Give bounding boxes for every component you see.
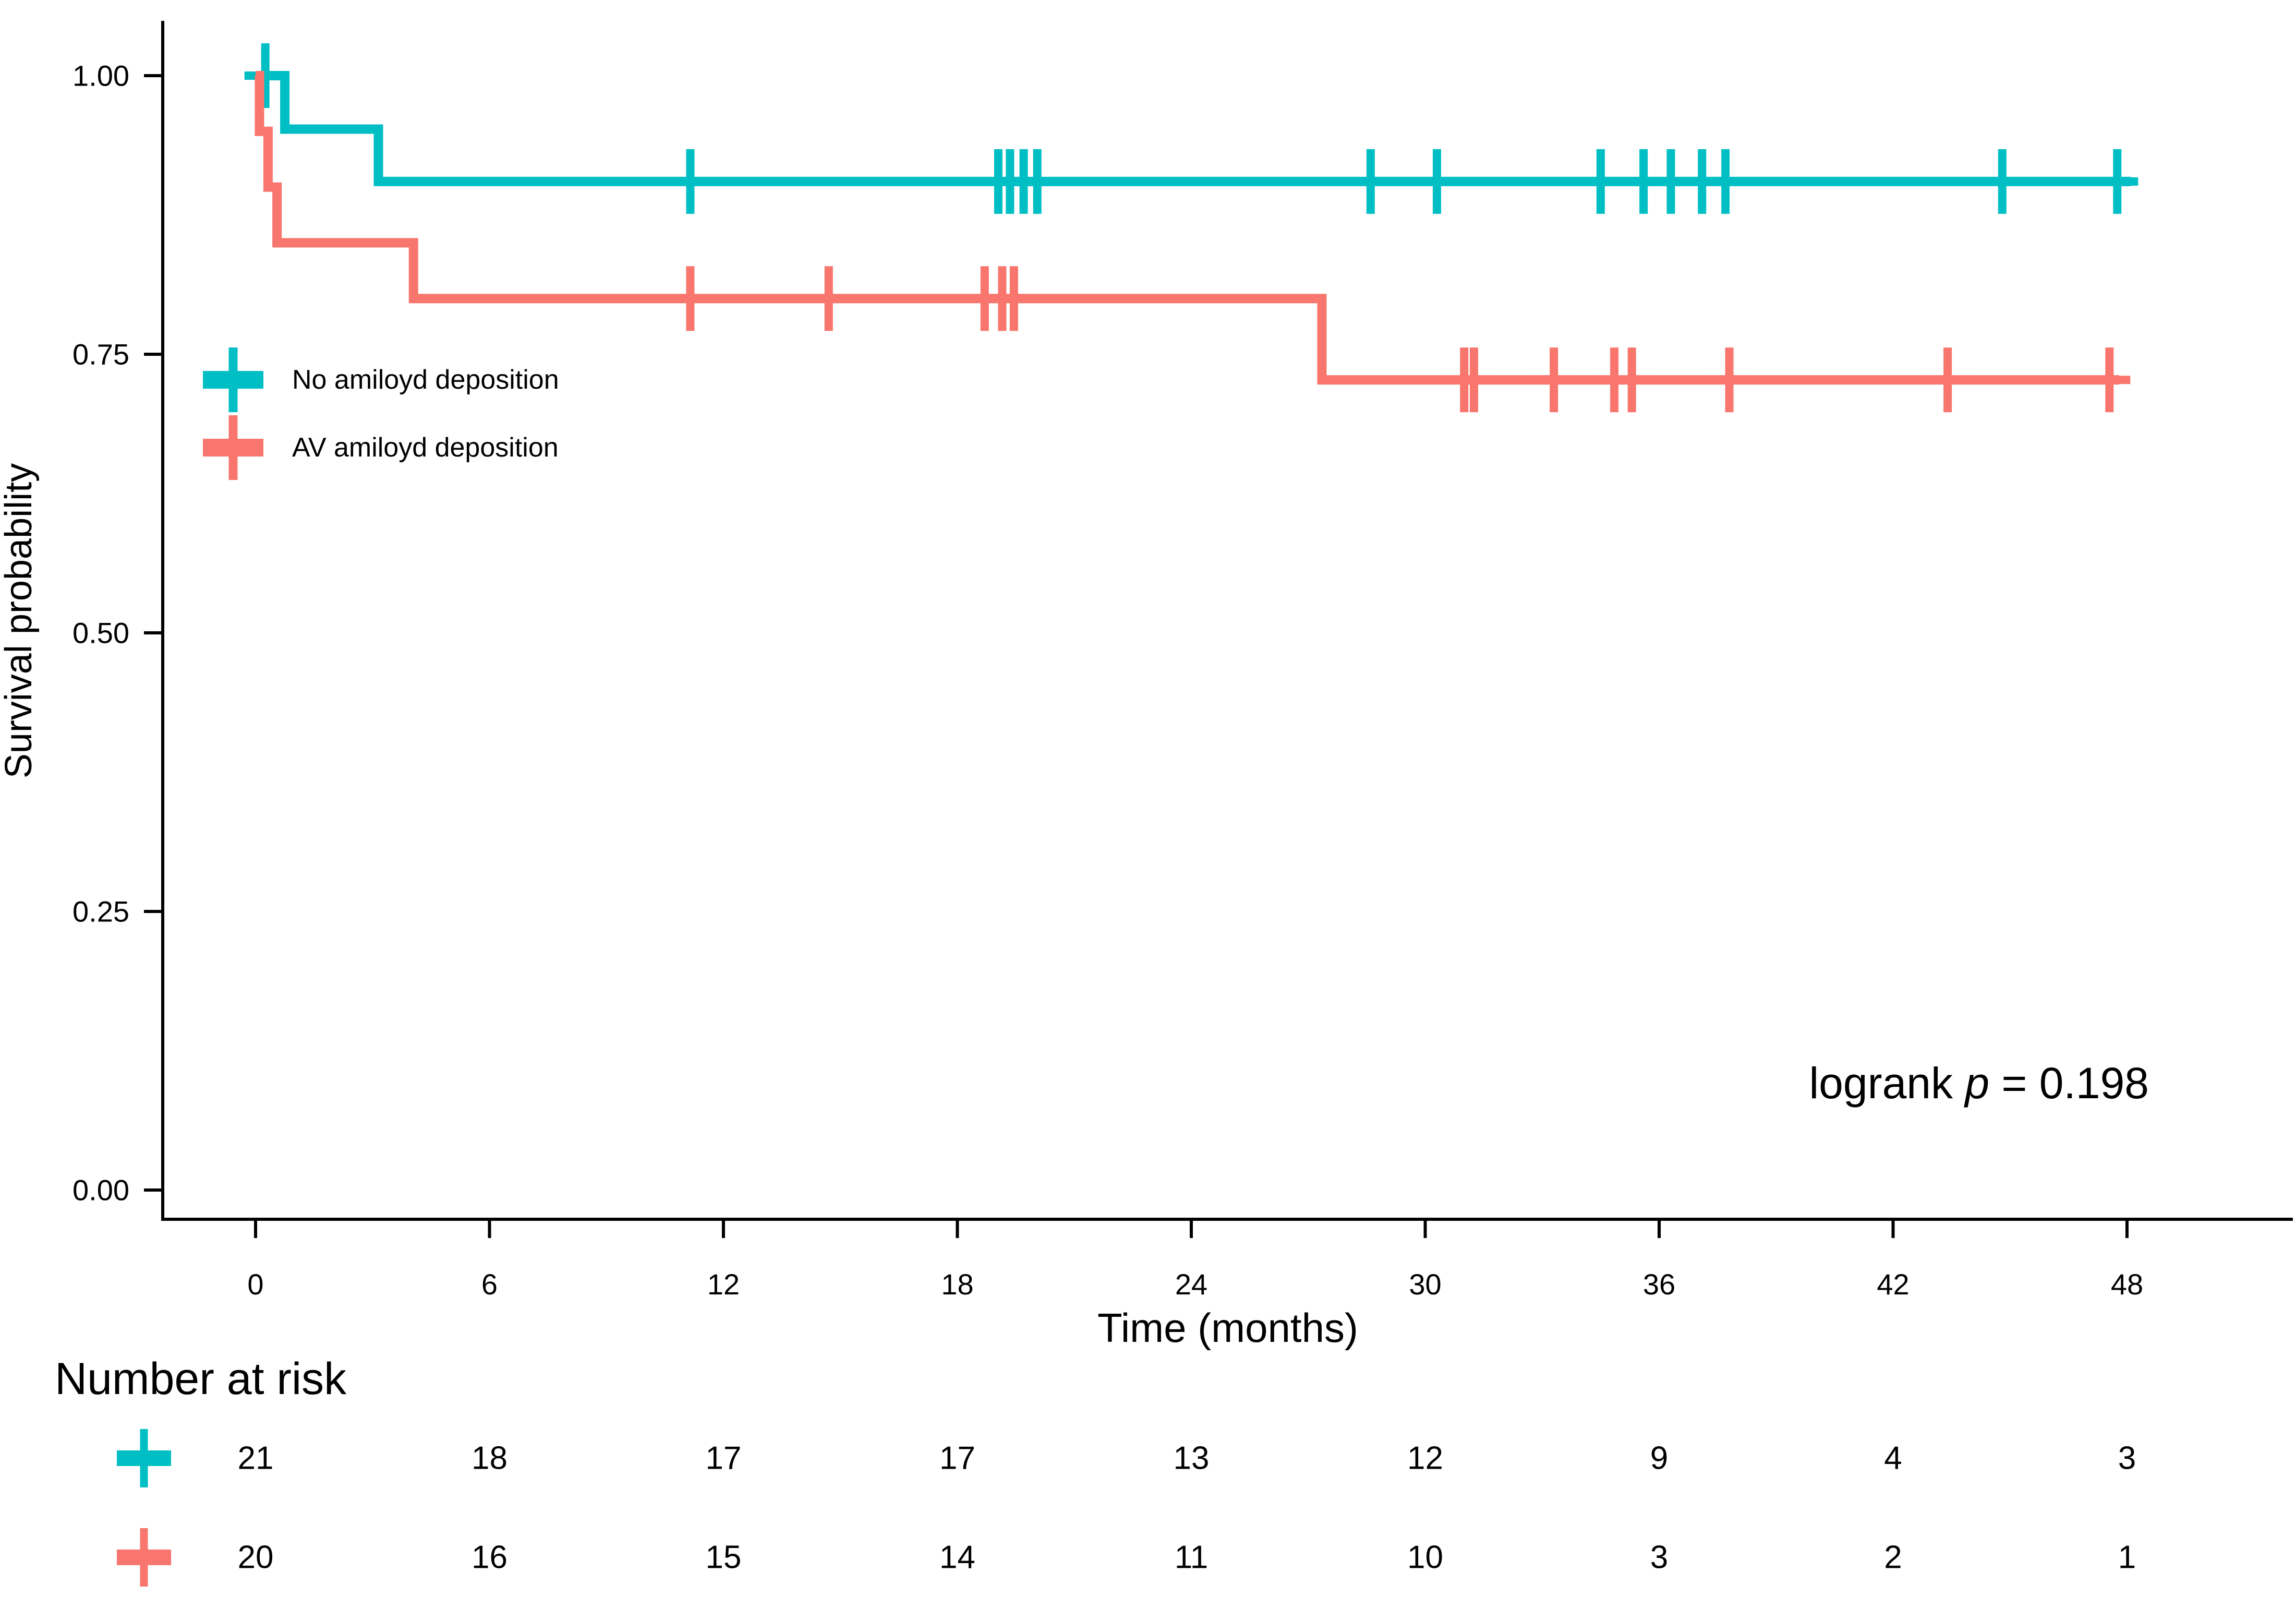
risk-table: 21 18 17 17 13 12 9 4 320 16 15 14 11 10 3 2 1 xyxy=(117,1429,2136,1587)
legend-label: AV amiloyd deposition xyxy=(292,433,559,463)
censor-marks-0 xyxy=(244,43,2138,214)
x-tick-label: 42 xyxy=(1877,1268,1909,1301)
legend-item-0: No amiloyd deposition xyxy=(203,347,559,412)
risk-row-marker xyxy=(117,1528,171,1587)
legend-marker xyxy=(203,415,263,480)
risk-row-0: 21 18 17 17 13 12 9 4 3 xyxy=(117,1429,2136,1487)
censor-mark xyxy=(1416,149,1458,214)
y-tick-label: 0.75 xyxy=(72,338,129,371)
risk-value: 10 xyxy=(1407,1540,1443,1576)
survival-curve-0 xyxy=(256,71,2131,186)
risk-value: 17 xyxy=(706,1440,742,1476)
censor-mark xyxy=(1611,347,1653,413)
risk-value: 11 xyxy=(1175,1540,1208,1576)
risk-value: 9 xyxy=(1650,1440,1668,1476)
censor-mark xyxy=(669,266,711,331)
risk-value: 18 xyxy=(472,1440,507,1476)
risk-value: 21 xyxy=(238,1440,274,1476)
legend-item-1: AV amiloyd deposition xyxy=(203,415,559,480)
logrank-annotation: logrank p = 0.198 xyxy=(1809,1059,2149,1108)
y-tick-label: 0.00 xyxy=(72,1174,129,1207)
censor-mark xyxy=(1927,347,1969,413)
logrank-prefix: logrank xyxy=(1809,1059,1965,1108)
censor-mark xyxy=(1349,149,1392,214)
survival-curves xyxy=(244,43,2138,413)
censor-mark xyxy=(1708,347,1750,413)
y-tick-label: 1.00 xyxy=(72,59,129,92)
axes: 1.00 0.75 0.50 0.25 0.00 0 6 12 18 24 30 36 42 48 xyxy=(72,21,2293,1301)
x-tick-label: 24 xyxy=(1175,1268,1207,1301)
risk-value: 16 xyxy=(472,1540,507,1576)
axis-lines xyxy=(161,21,2293,1221)
y-axis-title: Survival probability xyxy=(0,463,40,778)
risk-row-1: 20 16 15 14 11 10 3 2 1 xyxy=(117,1528,2136,1587)
risk-value: 17 xyxy=(939,1440,975,1476)
risk-value: 13 xyxy=(1174,1440,1210,1476)
logrank-p-symbol: p xyxy=(1963,1059,1989,1108)
censor-mark xyxy=(2096,149,2138,214)
censor-marks-1 xyxy=(669,266,2131,413)
legend-label: No amiloyd deposition xyxy=(292,365,559,395)
x-tick-label: 30 xyxy=(1409,1268,1441,1301)
risk-value: 14 xyxy=(939,1540,975,1576)
x-tick-label: 36 xyxy=(1643,1268,1675,1301)
risk-value: 3 xyxy=(1650,1540,1668,1576)
risk-value: 3 xyxy=(2118,1440,2136,1476)
risk-value: 1 xyxy=(2118,1540,2136,1576)
censor-mark xyxy=(1533,347,1575,413)
censor-mark xyxy=(1453,347,1495,413)
x-axis-title: Time (months) xyxy=(1097,1305,1358,1351)
risk-value: 15 xyxy=(706,1540,742,1576)
survival-curve-1 xyxy=(255,71,2120,385)
censor-mark xyxy=(993,266,1035,331)
x-tick-label: 0 xyxy=(247,1268,263,1301)
risk-value: 20 xyxy=(238,1540,274,1576)
censor-mark xyxy=(244,43,286,108)
x-tick-label: 18 xyxy=(941,1268,973,1301)
risk-value: 12 xyxy=(1407,1440,1443,1476)
y-tick-label: 0.25 xyxy=(72,895,129,928)
x-tick-label: 48 xyxy=(2111,1268,2143,1301)
censor-mark xyxy=(1579,149,1622,214)
y-tick-label: 0.50 xyxy=(72,617,129,650)
censor-mark xyxy=(669,149,711,214)
censor-mark xyxy=(1705,149,1747,214)
risk-value: 2 xyxy=(1884,1540,1902,1576)
censor-mark xyxy=(1016,149,1058,214)
censor-mark xyxy=(1981,149,2023,214)
legend: No amiloyd deposition AV amiloyd depositi… xyxy=(203,347,559,480)
risk-table-title: Number at risk xyxy=(55,1354,347,1404)
x-tick-label: 12 xyxy=(707,1268,740,1301)
legend-marker xyxy=(203,347,263,412)
censor-mark xyxy=(807,266,850,331)
risk-value: 4 xyxy=(1884,1440,1902,1476)
logrank-value: = 0.198 xyxy=(1989,1059,2149,1108)
risk-row-marker xyxy=(117,1429,171,1487)
censor-mark xyxy=(2088,347,2131,413)
x-tick-label: 6 xyxy=(481,1268,498,1301)
